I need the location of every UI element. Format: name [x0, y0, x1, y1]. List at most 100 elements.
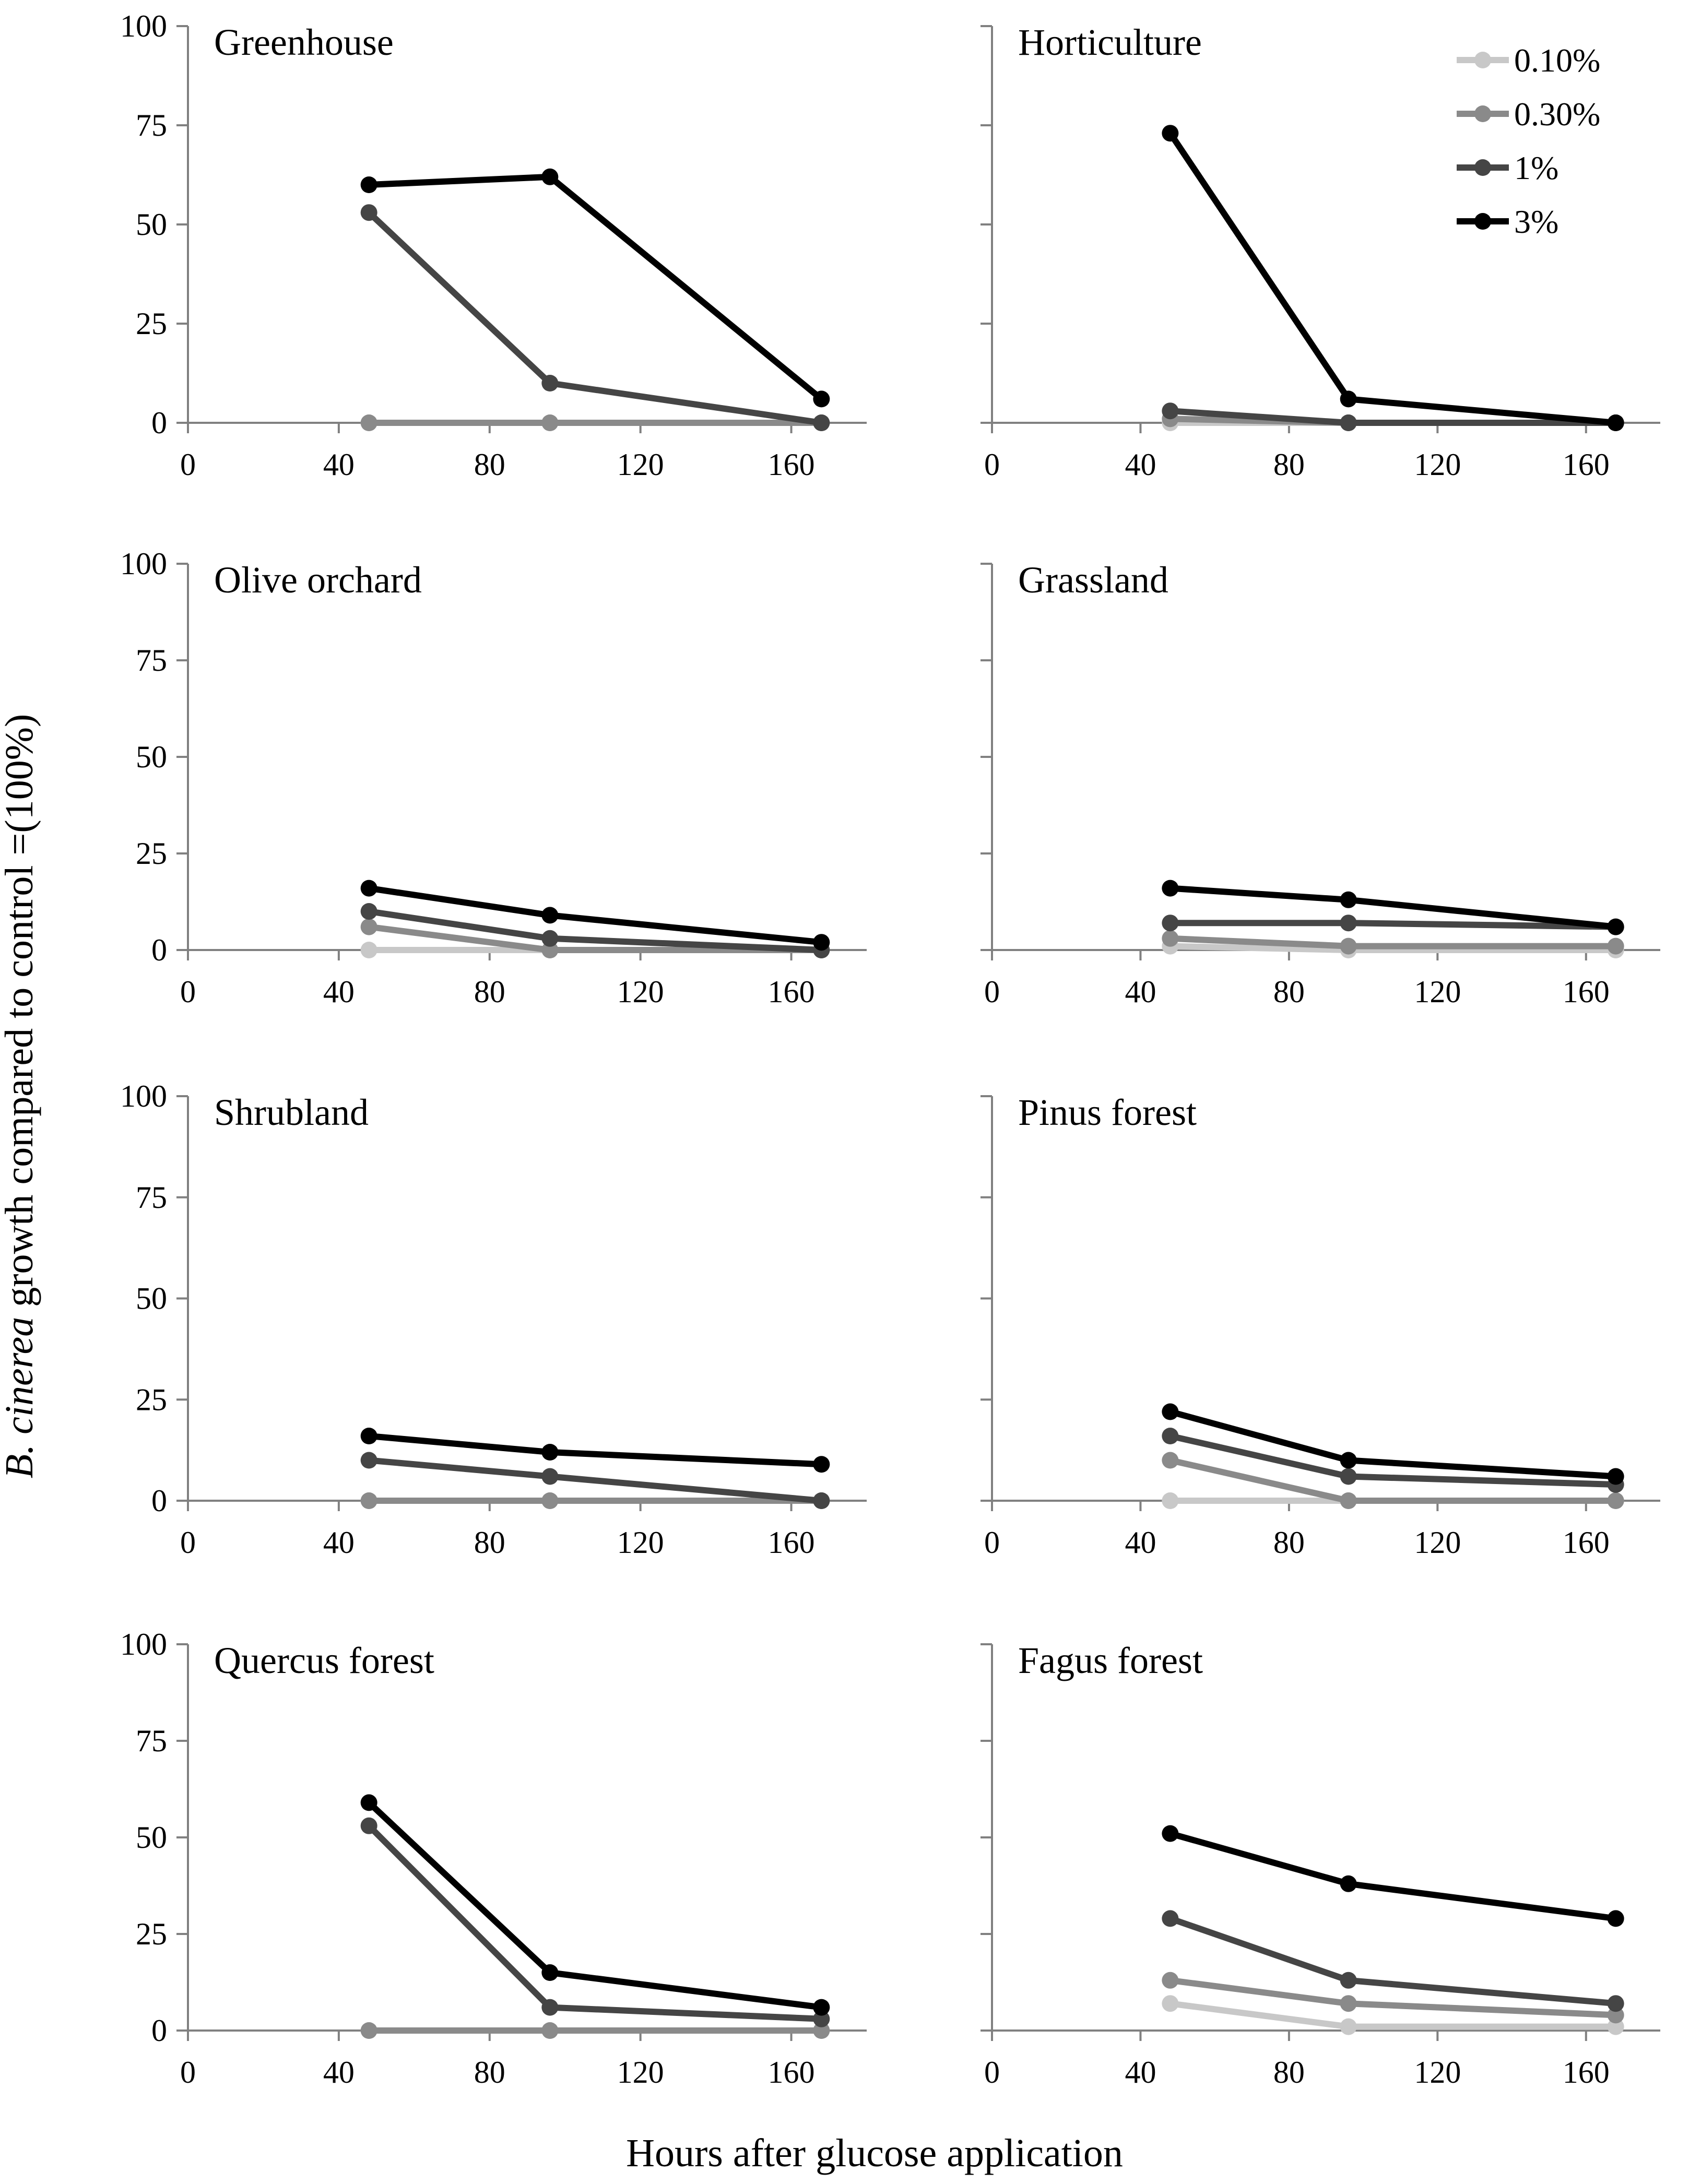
x-tick-label: 120 — [1414, 2055, 1461, 2090]
data-point — [360, 2022, 377, 2039]
y-tick-label: 0 — [151, 2013, 167, 2048]
x-tick-label: 120 — [1414, 1525, 1461, 1560]
data-point — [1162, 1452, 1179, 1469]
y-tick-label: 0 — [151, 1483, 167, 1518]
data-point — [360, 942, 377, 958]
data-point — [541, 414, 559, 431]
x-tick-label: 160 — [768, 447, 815, 482]
panel-title: Olive orchard — [214, 559, 422, 601]
x-tick-label: 80 — [474, 447, 505, 482]
data-point — [1162, 930, 1179, 947]
x-tick-label: 160 — [768, 975, 815, 1009]
legend-label: 0.30% — [1514, 96, 1600, 133]
x-tick-label: 0 — [180, 447, 196, 482]
y-tick-label: 75 — [136, 643, 167, 678]
data-point — [541, 907, 559, 924]
data-point — [1162, 1995, 1179, 2012]
legend-marker — [1474, 213, 1491, 230]
x-tick-label: 40 — [1125, 447, 1156, 482]
x-tick-label: 40 — [1125, 1525, 1156, 1560]
x-tick-label: 0 — [984, 447, 1000, 482]
legend-marker — [1474, 52, 1491, 68]
panel-title: Quercus forest — [214, 1640, 434, 1681]
y-tick-label: 100 — [120, 1079, 167, 1113]
data-point — [813, 934, 830, 951]
data-point — [1607, 1995, 1624, 2012]
x-tick-label: 160 — [1563, 447, 1610, 482]
data-point — [813, 1999, 830, 2016]
x-tick-label: 40 — [1125, 2055, 1156, 2090]
x-tick-label: 160 — [768, 1525, 815, 1560]
x-tick-label: 160 — [1563, 975, 1610, 1009]
x-tick-label: 160 — [1563, 2055, 1610, 2090]
panel-title: Fagus forest — [1018, 1640, 1203, 1681]
data-point — [1162, 1825, 1179, 1842]
data-point — [1162, 125, 1179, 142]
y-tick-label: 0 — [151, 406, 167, 440]
data-point — [1162, 880, 1179, 897]
x-tick-label: 0 — [180, 975, 196, 1009]
data-point — [360, 903, 377, 920]
series-line — [369, 173, 824, 402]
y-tick-label: 100 — [120, 9, 167, 43]
data-point — [813, 1456, 830, 1473]
data-point — [1607, 2018, 1624, 2035]
data-point — [1607, 414, 1624, 431]
data-point — [1340, 2018, 1357, 2035]
data-point — [1340, 915, 1357, 932]
panel-6: 0 40 80 120 160 Pinus forest — [981, 1091, 1660, 1560]
x-tick-label: 120 — [617, 975, 664, 1009]
x-tick-label: 120 — [617, 2055, 664, 2090]
x-tick-label: 40 — [323, 975, 355, 1009]
x-tick-label: 40 — [323, 447, 355, 482]
legend: 0.10% 0.30% 1% 3% — [1457, 42, 1600, 240]
panel-title: Horticulture — [1018, 21, 1202, 63]
data-point — [360, 1492, 377, 1509]
y-axis-title-italic: B. cinerea — [0, 1317, 41, 1479]
panel-title: Shrubland — [214, 1091, 369, 1133]
data-point — [360, 1452, 377, 1469]
data-point — [541, 375, 559, 391]
data-point — [541, 930, 559, 947]
panel-7: 0 25 50 75 100 0 40 80 120 160 Quercus forest — [120, 1627, 867, 2090]
data-point — [541, 1999, 559, 2016]
legend-label: 3% — [1514, 203, 1558, 240]
series-line — [1169, 1830, 1616, 1922]
data-point — [1340, 1995, 1357, 2012]
data-point — [1340, 891, 1357, 908]
y-axis-title-rest: growth compared to control =(100%) — [0, 714, 41, 1317]
data-point — [541, 1492, 559, 1509]
x-tick-label: 160 — [1563, 1525, 1610, 1560]
legend-marker — [1474, 159, 1491, 176]
y-tick-label: 75 — [136, 1724, 167, 1758]
y-tick-label: 75 — [136, 108, 167, 143]
y-tick-label: 50 — [136, 1820, 167, 1855]
data-point — [813, 390, 830, 408]
y-tick-label: 25 — [136, 1382, 167, 1417]
data-point — [360, 1794, 377, 1811]
x-tick-label: 80 — [1273, 447, 1305, 482]
data-point — [813, 414, 830, 431]
data-point — [541, 168, 559, 185]
x-tick-label: 80 — [1273, 975, 1305, 1009]
data-point — [1607, 2007, 1624, 2024]
data-point — [360, 204, 377, 221]
y-tick-label: 100 — [120, 547, 167, 581]
panel-title: Greenhouse — [214, 21, 394, 63]
data-point — [360, 1428, 377, 1444]
panel-5: 0 25 50 75 100 0 40 80 120 160 Shrubland — [120, 1079, 867, 1560]
data-point — [1340, 1452, 1357, 1469]
y-tick-label: 50 — [136, 740, 167, 774]
data-point — [1340, 1875, 1357, 1892]
y-tick-label: 100 — [120, 1627, 167, 1661]
data-point — [1607, 937, 1624, 955]
x-tick-label: 40 — [323, 1525, 355, 1560]
data-point — [1162, 1910, 1179, 1927]
data-point — [1340, 1972, 1357, 1989]
data-point — [1607, 1492, 1624, 1509]
data-point — [541, 1444, 559, 1461]
series-line — [1169, 1408, 1616, 1480]
data-point — [1162, 1972, 1179, 1989]
panel-title: Pinus forest — [1018, 1091, 1197, 1133]
